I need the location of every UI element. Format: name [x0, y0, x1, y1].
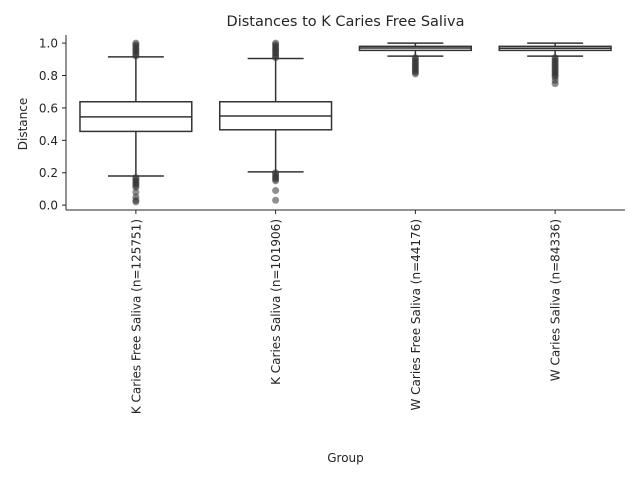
- y-axis-ticks: 0.0 0.2 0.4 0.6 0.8 1.0: [39, 37, 66, 213]
- outlier-point: [272, 39, 280, 47]
- chart-title: Distances to K Caries Free Saliva: [227, 14, 465, 30]
- outlier-point: [272, 169, 280, 177]
- outlier-point: [132, 188, 140, 196]
- x-tick-label: W Caries Free Saliva (n=44176): [409, 219, 423, 411]
- outlier-point: [272, 187, 280, 195]
- box-group: [498, 42, 612, 88]
- y-tick-label: 0.4: [39, 134, 58, 148]
- x-tick-label: K Caries Saliva (n=101906): [269, 219, 283, 385]
- outlier-point: [411, 54, 419, 62]
- y-tick-label: 0.8: [39, 69, 58, 83]
- y-tick-label: 0.0: [39, 199, 58, 213]
- outlier-point: [132, 193, 140, 201]
- plot-area: [79, 39, 612, 206]
- x-axis-ticks: K Caries Free Saliva (n=125751) K Caries …: [129, 210, 563, 414]
- x-axis-label: Group: [327, 451, 364, 465]
- outlier-point: [551, 54, 559, 62]
- outlier-point: [132, 39, 140, 47]
- outlier-point: [132, 174, 140, 182]
- y-tick-label: 0.6: [39, 101, 58, 115]
- y-tick-label: 0.2: [39, 166, 58, 180]
- outlier-point: [272, 196, 280, 204]
- box-group: [79, 39, 193, 206]
- x-tick-label: W Caries Saliva (n=84336): [549, 219, 563, 381]
- x-tick-label: K Caries Free Saliva (n=125751): [129, 219, 143, 414]
- box-group: [218, 39, 333, 204]
- y-axis-label: Distance: [16, 98, 30, 150]
- box-group: [358, 42, 473, 78]
- y-tick-label: 1.0: [39, 37, 58, 51]
